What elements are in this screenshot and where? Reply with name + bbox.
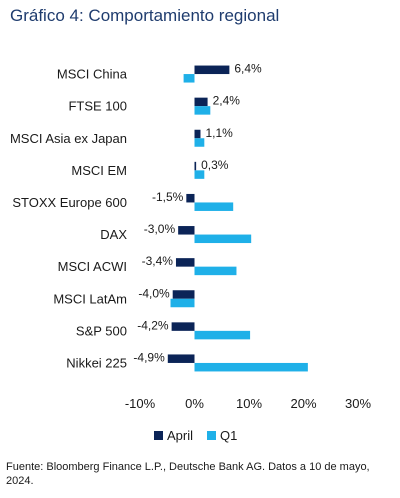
chart-title: Gráfico 4: Comportamiento regional (10, 6, 280, 25)
data-label: -1,5% (152, 190, 184, 204)
category-label: MSCI Asia ex Japan (10, 131, 127, 146)
bar-q1 (170, 298, 195, 308)
bar-april (167, 354, 195, 363)
bar-april (194, 129, 201, 139)
x-tick-label: 30% (345, 396, 371, 411)
data-label: -4,9% (133, 350, 165, 364)
bar-q1 (183, 74, 195, 83)
legend-april-swatch (154, 431, 163, 440)
bar-april (178, 226, 195, 235)
legend-q1-swatch (207, 431, 216, 440)
category-label: MSCI China (57, 67, 128, 82)
x-tick-label: -10% (125, 396, 156, 411)
source-note: Fuente: Bloomberg Finance L.P., Deutsche… (6, 461, 370, 487)
category-label: Nikkei 225 (66, 355, 127, 370)
bar-q1 (194, 234, 252, 244)
bar-q1 (194, 170, 205, 179)
bar-april (186, 193, 195, 203)
bar-april (194, 97, 208, 107)
data-label: 1,1% (205, 126, 233, 140)
bar-q1 (194, 330, 251, 340)
bar-q1 (194, 138, 205, 147)
data-label: 2,4% (213, 94, 241, 108)
data-label: -3,4% (142, 254, 174, 268)
category-label: FTSE 100 (68, 99, 127, 114)
bar-q1 (194, 106, 211, 115)
category-label: S&P 500 (76, 323, 127, 338)
bar-april (175, 258, 195, 267)
x-tick-label: 10% (236, 396, 262, 411)
legend-q1-label: Q1 (220, 428, 237, 443)
data-label: 6,4% (234, 62, 262, 76)
category-label: MSCI ACWI (58, 259, 127, 274)
x-tick-label: 0% (185, 396, 204, 411)
bar-april (194, 65, 230, 75)
data-label: 0,3% (201, 158, 229, 172)
legend-april-label: April (167, 428, 193, 443)
x-tick-label: 20% (290, 396, 316, 411)
data-label: -3,0% (144, 222, 176, 236)
bar-april (194, 161, 197, 171)
bar-april (172, 290, 195, 299)
bar-april (171, 322, 195, 331)
data-label: -4,2% (137, 318, 169, 332)
bar-q1 (194, 202, 234, 211)
category-label: MSCI EM (71, 163, 127, 178)
bar-q1 (194, 266, 237, 276)
category-label: DAX (100, 227, 127, 242)
category-label: STOXX Europe 600 (12, 195, 127, 210)
bar-q1 (194, 362, 308, 372)
data-label: -4,0% (138, 286, 170, 300)
category-label: MSCI LatAm (53, 291, 127, 306)
